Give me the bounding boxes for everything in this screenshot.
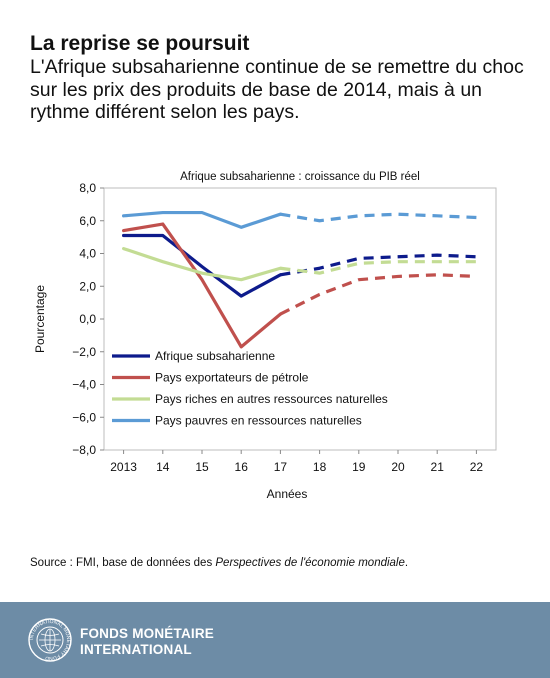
x-tick-label: 16 (235, 460, 249, 474)
source-publication: Perspectives de l'économie mondiale (215, 557, 405, 569)
footer-bar: INTERNATIONAL MONETARY FUND FONDS MONÉTA… (0, 602, 550, 678)
x-tick-label: 20 (391, 460, 405, 474)
y-tick-label: −2,0 (72, 345, 96, 359)
series-line-actual-1 (121, 222, 282, 349)
y-tick-label: 0,0 (79, 312, 96, 326)
x-axis-label: Années (267, 487, 308, 501)
source-note: Source : FMI, base de données des Perspe… (30, 557, 408, 569)
x-tick-label: 15 (195, 460, 209, 474)
x-tick-label: 22 (470, 460, 484, 474)
y-tick-label: −8,0 (72, 443, 96, 457)
chart-title: Afrique subsaharienne : croissance du PI… (180, 171, 420, 183)
line-chart: Afrique subsaharienne : croissance du PI… (33, 171, 497, 501)
legend-label: Afrique subsaharienne (155, 349, 275, 363)
y-tick-label: 4,0 (79, 247, 96, 261)
source-prefix: Source : FMI, base de données des (30, 557, 216, 569)
y-tick-label: 6,0 (79, 214, 96, 228)
x-tick-label: 2013 (110, 460, 137, 474)
x-tick-label: 18 (313, 460, 327, 474)
y-tick-label: 8,0 (79, 181, 96, 195)
legend-label: Pays exportateurs de pétrole (155, 371, 309, 385)
series-line-projection-1 (279, 273, 477, 316)
imf-name-line1: FONDS MONÉTAIRE (80, 626, 214, 641)
y-tick-label: −6,0 (72, 410, 96, 424)
x-tick-label: 19 (352, 460, 366, 474)
x-tick-label: 14 (156, 460, 170, 474)
y-tick-label: −4,0 (72, 378, 96, 392)
chart-container: Afrique subsaharienne : croissance du PI… (0, 150, 550, 520)
y-tick-label: 2,0 (79, 279, 96, 293)
x-tick-label: 17 (274, 460, 288, 474)
source-suffix: . (404, 557, 409, 569)
imf-name: FONDS MONÉTAIRE INTERNATIONAL (80, 626, 214, 658)
x-tick-label: 21 (431, 460, 445, 474)
series-line-actual-3 (121, 210, 282, 229)
page-subtitle: L'Afrique subsaharienne continue de se r… (30, 56, 524, 123)
legend-label: Pays pauvres en ressources naturelles (155, 414, 362, 428)
page-title: La reprise se poursuit (30, 32, 250, 55)
series-line-actual-2 (121, 246, 282, 282)
y-axis-label: Pourcentage (33, 285, 47, 353)
legend-label: Pays riches en autres ressources naturel… (155, 392, 388, 406)
plot-area (103, 187, 497, 451)
imf-seal-icon: INTERNATIONAL MONETARY FUND (28, 618, 72, 662)
series-line-actual-0 (121, 233, 282, 298)
imf-name-line2: INTERNATIONAL (80, 642, 192, 657)
